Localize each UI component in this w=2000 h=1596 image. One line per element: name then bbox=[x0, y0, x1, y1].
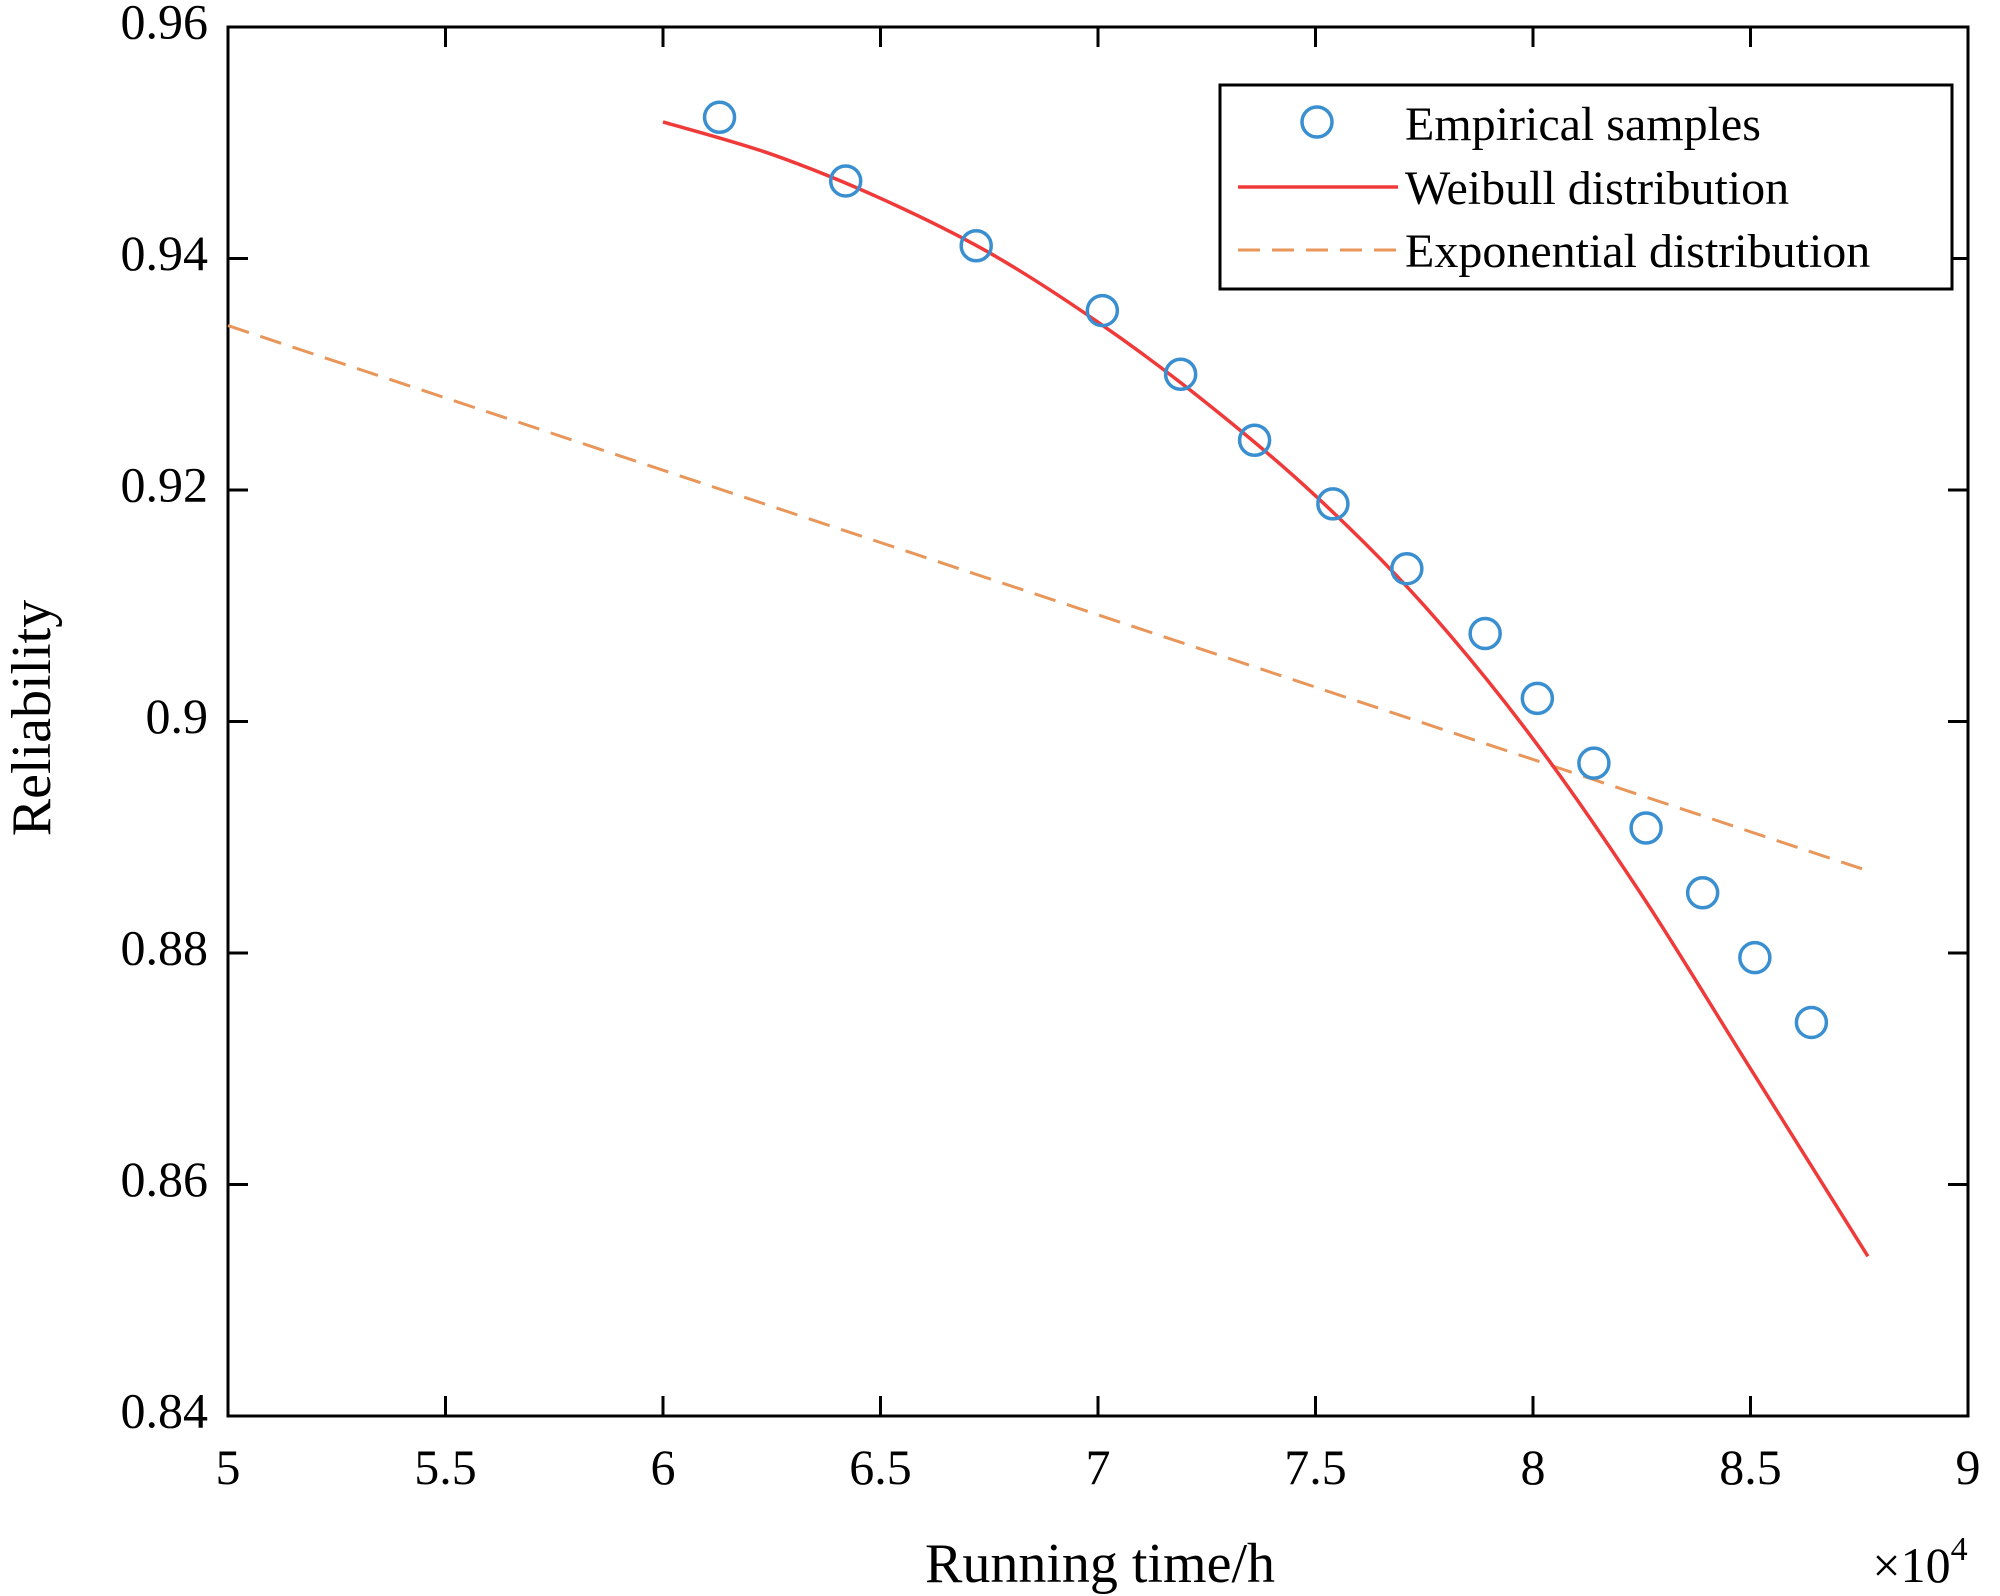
empirical-sample-point bbox=[1468, 616, 1502, 651]
empirical-sample-point bbox=[1237, 423, 1272, 457]
series-layer bbox=[227, 100, 1870, 1258]
x-axis-title: Running time/h bbox=[925, 1533, 1275, 1595]
x-tick-label: 8 bbox=[1521, 1439, 1546, 1495]
x-tick-label: 7.5 bbox=[1284, 1439, 1347, 1495]
y-tick-label: 0.94 bbox=[121, 225, 209, 281]
x-tick-label: 6 bbox=[651, 1439, 676, 1495]
empirical-sample-point bbox=[1794, 1005, 1829, 1040]
empirical-sample-point bbox=[1685, 876, 1720, 910]
legend-label-exponential: Exponential distribution bbox=[1405, 225, 1870, 278]
x-axis-exponent-base: ×10 bbox=[1872, 1537, 1950, 1593]
empirical-sample-point bbox=[702, 100, 737, 135]
x-axis-exponent-power: 4 bbox=[1951, 1531, 1968, 1568]
legend-label-empirical: Empirical samples bbox=[1405, 98, 1761, 151]
y-tick-label: 0.92 bbox=[121, 456, 209, 512]
x-tick-label: 5.5 bbox=[414, 1439, 477, 1495]
y-axis-ticks: 0.84 0.86 0.88 0.9 0.92 0.94 0.96 bbox=[121, 0, 1968, 1438]
y-tick-label: 0.9 bbox=[146, 688, 209, 744]
empirical-sample-point bbox=[1390, 551, 1424, 586]
x-tick-label: 5 bbox=[216, 1439, 241, 1495]
x-tick-label: 8.5 bbox=[1719, 1439, 1782, 1495]
y-tick-label: 0.84 bbox=[121, 1382, 209, 1438]
empirical-sample-point bbox=[1163, 357, 1198, 391]
exponential-distribution-line bbox=[227, 324, 1869, 873]
legend: Empirical samples Weibull distribution E… bbox=[1218, 83, 1954, 291]
y-tick-label: 0.88 bbox=[121, 919, 209, 975]
empirical-sample-point bbox=[1738, 940, 1772, 975]
x-tick-label: 9 bbox=[1956, 1439, 1981, 1495]
empirical-sample-point bbox=[1577, 746, 1611, 780]
x-tick-label: 6.5 bbox=[849, 1439, 912, 1495]
y-tick-label: 0.96 bbox=[121, 0, 209, 49]
x-axis-ticks: 5 5.5 6 6.5 7 7.5 8 8.5 9 bbox=[216, 27, 1981, 1495]
legend-label-weibull: Weibull distribution bbox=[1405, 162, 1789, 215]
y-axis-title: Reliability bbox=[1, 600, 63, 836]
empirical-sample-point bbox=[1520, 681, 1555, 716]
empirical-sample-point bbox=[1085, 293, 1120, 328]
weibull-distribution-line bbox=[662, 120, 1870, 1258]
x-axis-exponent: ×104 bbox=[1872, 1531, 1967, 1593]
x-tick-label: 7 bbox=[1086, 1439, 1111, 1495]
empirical-sample-point bbox=[959, 229, 993, 263]
empirical-sample-point bbox=[1316, 487, 1350, 521]
legend-marker-empirical bbox=[1300, 105, 1334, 139]
empirical-sample-point bbox=[828, 164, 863, 198]
empirical-sample-point bbox=[1629, 811, 1663, 845]
y-tick-label: 0.86 bbox=[121, 1151, 209, 1207]
